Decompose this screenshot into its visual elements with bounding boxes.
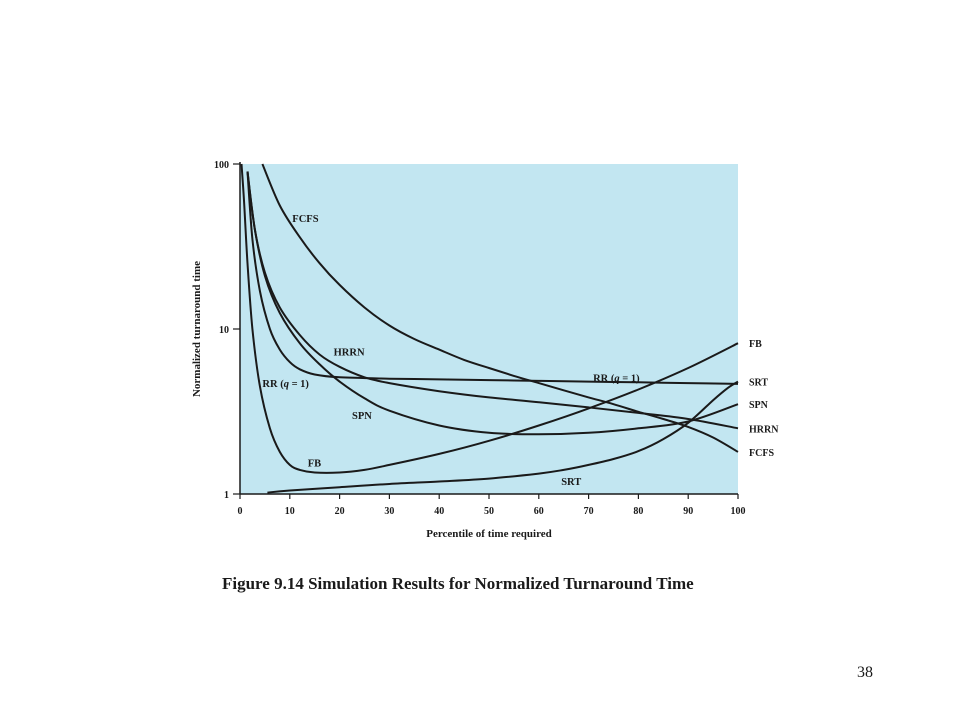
series-line-srt: [267, 380, 739, 494]
x-tick-label: 40: [434, 506, 444, 517]
y-axis-title: Normalized turnaround time: [191, 261, 203, 397]
series-labels: FCFS HRRN RR (q = 1) SPN FB SRT RR (q = 1) FB SR…: [262, 214, 779, 488]
x-tick-label: 20: [335, 506, 345, 517]
x-tick-label: 80: [633, 506, 643, 517]
series-label-fb: FB: [308, 459, 321, 470]
figure-caption: Figure 9.14 Simulation Results for Norma…: [222, 574, 694, 593]
series-line-spn: [246, 171, 739, 436]
end-label-spn: SPN: [749, 400, 769, 411]
series-label-rr-q-1: RR (q = 1): [593, 373, 640, 384]
end-label-fcfs: FCFS: [749, 448, 774, 459]
x-tick-label: 100: [731, 506, 746, 517]
series-label-srt: SRT: [561, 477, 581, 488]
x-tick-label: 90: [683, 506, 693, 517]
series-label-rr-q-1: RR (q = 1): [262, 379, 309, 390]
end-label-fb: FB: [749, 339, 762, 350]
x-tick-label: 0: [238, 506, 243, 517]
end-label-hrrn: HRRN: [749, 424, 779, 435]
plot-background: [240, 164, 738, 494]
y-tick-label: 1: [224, 490, 229, 501]
y-tick-label: 10: [219, 325, 229, 336]
series-line-hrrn: [246, 171, 739, 430]
end-label-srt: SRT: [749, 378, 768, 389]
x-axis-title: Percentile of time required: [426, 528, 552, 540]
series-label-hrrn: HRRN: [334, 348, 365, 359]
series-line-rr-q-1: [246, 171, 739, 385]
y-tick-label: 100: [214, 160, 229, 171]
x-tick-label: 10: [285, 506, 295, 517]
series-label-spn: SPN: [352, 411, 372, 422]
x-tick-label: 60: [534, 506, 544, 517]
series-lines: [240, 163, 739, 494]
x-tick-label: 50: [484, 506, 494, 517]
series-label-fcfs: FCFS: [292, 214, 318, 225]
x-tick-label: 30: [384, 506, 394, 517]
x-tick-label: 70: [584, 506, 594, 517]
page-number: 38: [857, 664, 873, 681]
series-line-fcfs: [261, 163, 739, 453]
series-line-fb: [240, 163, 739, 474]
